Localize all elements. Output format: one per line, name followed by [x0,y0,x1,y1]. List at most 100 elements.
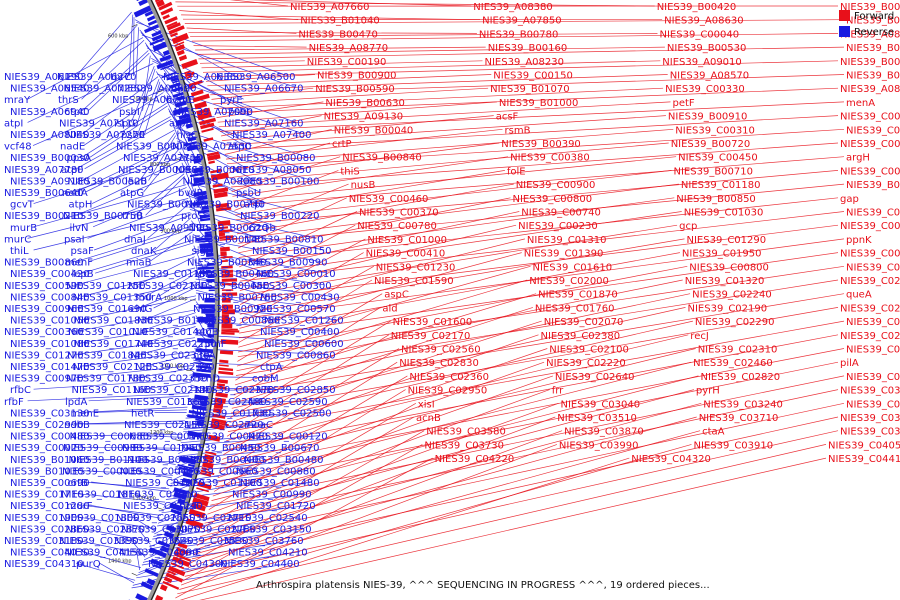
forward-connector-line [216,361,692,483]
reverse-gene-label: NIES39_C02330 [130,350,210,361]
forward-connector-line [179,457,630,600]
forward-gene-label: NIES39_B00160 [488,43,568,54]
forward-gene-block [200,472,212,477]
reverse-connector-line [75,11,132,77]
reverse-connector-line [142,55,151,111]
forward-gene-block [201,127,214,133]
scale-tick [186,369,193,372]
reverse-connector-line [132,516,156,532]
reverse-gene-block [201,308,215,314]
forward-gene-label: ald [382,303,397,314]
reverse-gene-label: NIES39_B00460 [195,269,275,280]
forward-gene-label: NIES39_C03440 [840,413,900,424]
reverse-gene-block [192,182,206,187]
forward-gene-label: NIES39_C01180 [681,180,761,191]
forward-connector-line [239,238,685,315]
forward-gene-block [154,594,164,600]
forward-connector-line [226,334,389,437]
forward-gene-block [221,317,231,324]
forward-connector-line [179,444,692,590]
forward-gene-block [196,107,211,115]
forward-gene-label: NIES39_C04050 [828,440,900,451]
forward-gene-block [216,386,227,390]
reverse-gene-label: NIES39_C00360 [4,327,84,338]
reverse-gene-label: moaC [244,420,273,431]
forward-connector-line [226,128,503,160]
reverse-gene-block [185,123,194,129]
reverse-gene-label: bvdR [178,188,204,199]
reverse-gene-block [197,316,215,323]
reverse-gene-label: ntcB [196,327,219,338]
reverse-connector-line [82,406,188,413]
forward-gene-label: NIES39_B00910 [668,112,748,123]
forward-connector-line [177,444,827,595]
reverse-gene-block [197,338,214,344]
forward-connector-line [238,265,531,348]
forward-gene-block [171,556,191,568]
reverse-connector-line [139,284,196,309]
reverse-gene-block [196,420,205,427]
reverse-gene-block [199,270,215,274]
reverse-gene-label: NIES39_A07160 [224,118,303,129]
reverse-gene-block [147,19,158,26]
reverse-connector-line [82,458,177,463]
forward-gene-label: NIES39_C02280 [840,331,900,342]
reverse-gene-block [161,545,170,551]
reverse-connector-line [138,367,193,378]
reverse-gene-label: NIES39_C02860 [10,524,90,535]
reverse-gene-label: nadA [62,188,88,199]
forward-gene-label: NIES39_A08570 [670,71,749,82]
reverse-gene-block [192,372,211,378]
reverse-gene-label: ftsY [175,490,194,501]
reverse-gene-label: NIES39_C00480 [10,432,90,443]
reverse-gene-block [204,297,215,303]
reverse-gene-label: dnaJ [124,234,146,245]
reverse-gene-label: purQ [76,559,101,570]
forward-connector-line [239,238,366,306]
forward-gene-label: NIES39_C02550 [846,317,900,328]
forward-gene-block [203,137,214,142]
reverse-connector-line [187,195,278,228]
forward-gene-block [217,220,231,227]
reverse-gene-label: NIES39_C03760 [224,536,304,547]
forward-gene-label: NIES39_C03240 [703,399,783,410]
forward-gene-block [193,493,210,502]
reverse-gene-label: NIES39_C01690 [67,304,147,315]
reverse-gene-label: NIES39_A07270 [66,130,145,141]
forward-gene-label: NIES39_C02170 [391,331,471,342]
reverse-gene-block [153,564,162,570]
forward-connector-line [234,170,339,211]
reverse-connector-line [193,248,267,274]
forward-gene-label: NIES39_C02310 [698,345,778,356]
reverse-gene-label: NIES39_C00300 [252,281,332,292]
forward-connector-line [239,211,358,268]
reverse-gene-label: psaI [64,234,85,245]
reverse-gene-block [172,79,180,84]
reverse-gene-block [199,214,211,219]
forward-gene-label: NIES39_C01000 [367,235,447,246]
forward-gene-block [208,434,221,442]
forward-connector-line [239,238,845,320]
reverse-gene-label: NIES39_A06360 [163,72,242,83]
reverse-gene-block [161,71,177,79]
legend-forward-swatch [839,10,850,21]
forward-connector-line [235,293,383,381]
reverse-gene-label: rfbF [4,397,24,408]
reverse-gene-block [201,257,214,260]
reverse-gene-label: thiL [10,246,29,257]
forward-connector-line [239,224,356,287]
forward-gene-label: NIES39_C01300 [846,208,900,219]
forward-gene-block [213,191,228,199]
forward-connector-line [239,224,839,301]
forward-gene-block [221,278,238,282]
reverse-connector-line [27,63,154,123]
forward-gene-block [215,202,230,209]
reverse-connector-line [190,387,267,390]
reverse-gene-label: NIES39_A08050 [232,165,311,176]
reverse-gene-label: atpF [61,165,83,176]
reverse-gene-block [187,136,197,142]
reverse-gene-label: NIES39_B00760 [198,292,278,303]
reverse-gene-label: NIES39_C04400 [220,559,300,570]
reverse-gene-label: psbE [121,130,145,141]
reverse-gene-label: NIES39_C01780 [66,374,146,385]
